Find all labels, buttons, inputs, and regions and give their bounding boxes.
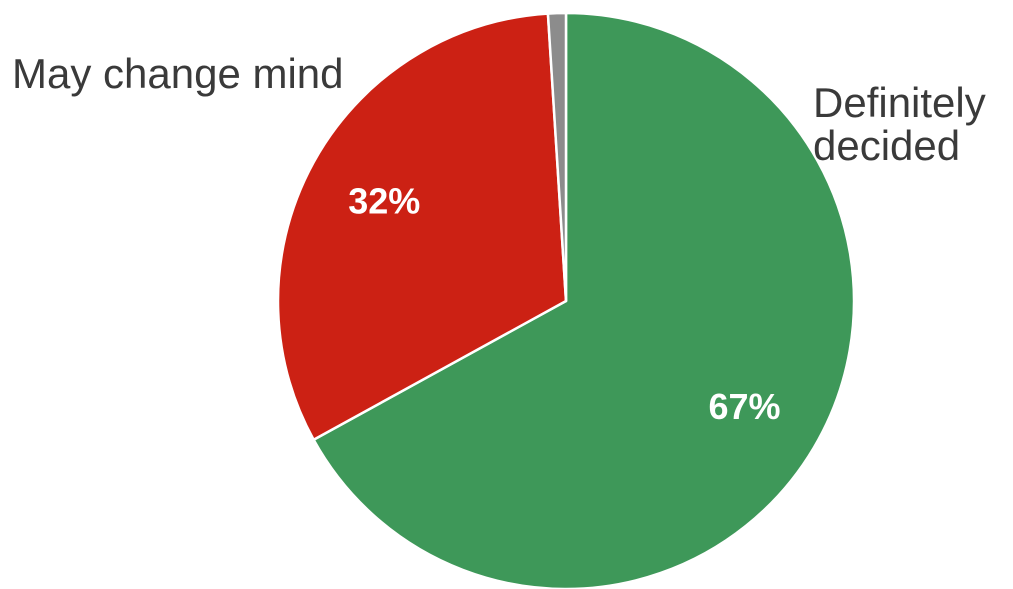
pie-value-labels: 67% 32% xyxy=(348,181,780,427)
pie-value-label-may-change: 32% xyxy=(348,181,420,222)
pie-value-label-definitely: 67% xyxy=(708,386,780,427)
pie-slices xyxy=(276,11,856,589)
label-definitely-line1: Definitely xyxy=(813,79,986,126)
pie-slice-other xyxy=(546,11,568,303)
label-definitely-decided: Definitely decided xyxy=(813,79,997,169)
pie-slice-may-change xyxy=(276,12,568,441)
pie-slice-definitely xyxy=(312,11,856,589)
label-may-change-mind: May change mind xyxy=(12,50,344,97)
label-definitely-line2: decided xyxy=(813,122,960,169)
